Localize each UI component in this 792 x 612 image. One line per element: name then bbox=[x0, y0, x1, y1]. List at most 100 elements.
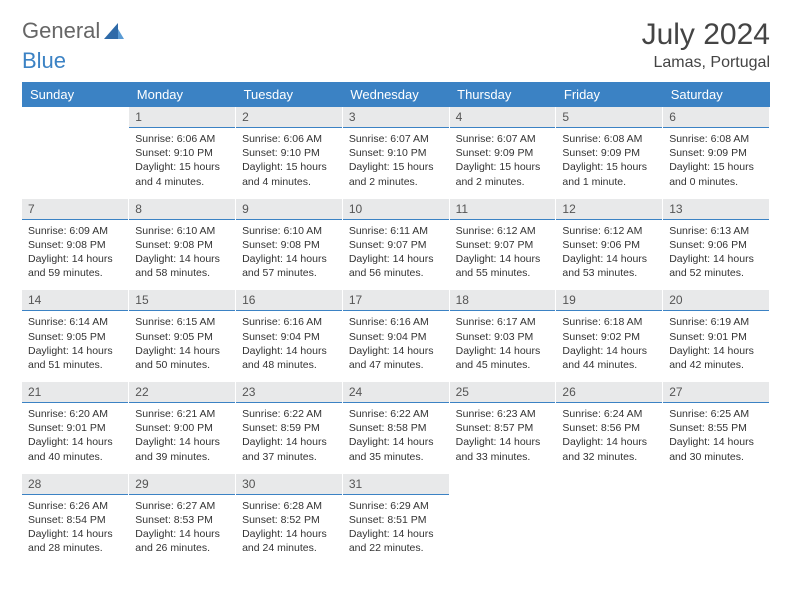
day-content: Sunrise: 6:12 AMSunset: 9:06 PMDaylight:… bbox=[556, 220, 662, 291]
daylight-line: Daylight: 15 hours and 2 minutes. bbox=[349, 160, 443, 188]
day-content: Sunrise: 6:29 AMSunset: 8:51 PMDaylight:… bbox=[343, 495, 449, 566]
day-number: 30 bbox=[236, 474, 342, 495]
day-number: 12 bbox=[556, 199, 662, 220]
calendar-cell: 1Sunrise: 6:06 AMSunset: 9:10 PMDaylight… bbox=[129, 107, 236, 199]
day-content: Sunrise: 6:14 AMSunset: 9:05 PMDaylight:… bbox=[22, 311, 128, 382]
weekday-header: Tuesday bbox=[236, 82, 343, 107]
calendar-cell: 29Sunrise: 6:27 AMSunset: 8:53 PMDayligh… bbox=[129, 474, 236, 566]
calendar-cell: 30Sunrise: 6:28 AMSunset: 8:52 PMDayligh… bbox=[236, 474, 343, 566]
calendar-cell: 25Sunrise: 6:23 AMSunset: 8:57 PMDayligh… bbox=[449, 382, 556, 474]
calendar-cell: 11Sunrise: 6:12 AMSunset: 9:07 PMDayligh… bbox=[449, 199, 556, 291]
day-content: Sunrise: 6:07 AMSunset: 9:09 PMDaylight:… bbox=[450, 128, 556, 199]
calendar-cell: 31Sunrise: 6:29 AMSunset: 8:51 PMDayligh… bbox=[342, 474, 449, 566]
sunrise-line: Sunrise: 6:08 AM bbox=[562, 132, 656, 146]
calendar-cell: 3 Sunrise: 6:07 AMSunset: 9:10 PMDaylight… bbox=[342, 107, 449, 199]
daylight-line: Daylight: 14 hours and 22 minutes. bbox=[349, 527, 443, 555]
daylight-line: Daylight: 14 hours and 44 minutes. bbox=[562, 344, 656, 372]
sunset-line: Sunset: 9:10 PM bbox=[349, 146, 443, 160]
calendar-cell: 24Sunrise: 6:22 AMSunset: 8:58 PMDayligh… bbox=[342, 382, 449, 474]
calendar-cell: 7Sunrise: 6:09 AMSunset: 9:08 PMDaylight… bbox=[22, 199, 129, 291]
page-title: July 2024 bbox=[642, 18, 770, 52]
day-number: 4 bbox=[450, 107, 556, 128]
sunset-line: Sunset: 8:53 PM bbox=[135, 513, 229, 527]
daylight-line: Daylight: 14 hours and 35 minutes. bbox=[349, 435, 443, 463]
day-content: Sunrise: 6:08 AMSunset: 9:09 PMDaylight:… bbox=[663, 128, 769, 199]
daylight-line: Daylight: 15 hours and 4 minutes. bbox=[135, 160, 229, 188]
day-content: Sunrise: 6:12 AMSunset: 9:07 PMDaylight:… bbox=[450, 220, 556, 291]
sunrise-line: Sunrise: 6:23 AM bbox=[456, 407, 550, 421]
calendar-cell: 10Sunrise: 6:11 AMSunset: 9:07 PMDayligh… bbox=[342, 199, 449, 291]
day-content: Sunrise: 6:26 AMSunset: 8:54 PMDaylight:… bbox=[22, 495, 128, 566]
sunset-line: Sunset: 8:52 PM bbox=[242, 513, 336, 527]
calendar-cell bbox=[22, 107, 129, 199]
daylight-line: Daylight: 14 hours and 58 minutes. bbox=[135, 252, 229, 280]
sunrise-line: Sunrise: 6:14 AM bbox=[28, 315, 122, 329]
sunrise-line: Sunrise: 6:22 AM bbox=[349, 407, 443, 421]
sunset-line: Sunset: 9:05 PM bbox=[28, 330, 122, 344]
calendar-cell: 26Sunrise: 6:24 AMSunset: 8:56 PMDayligh… bbox=[556, 382, 663, 474]
day-content: Sunrise: 6:16 AMSunset: 9:04 PMDaylight:… bbox=[236, 311, 342, 382]
sunrise-line: Sunrise: 6:10 AM bbox=[242, 224, 336, 238]
sunset-line: Sunset: 9:08 PM bbox=[242, 238, 336, 252]
sunrise-line: Sunrise: 6:07 AM bbox=[349, 132, 443, 146]
calendar-cell: 13Sunrise: 6:13 AMSunset: 9:06 PMDayligh… bbox=[663, 199, 770, 291]
calendar-cell: 19Sunrise: 6:18 AMSunset: 9:02 PMDayligh… bbox=[556, 290, 663, 382]
daylight-line: Daylight: 14 hours and 26 minutes. bbox=[135, 527, 229, 555]
day-content: Sunrise: 6:27 AMSunset: 8:53 PMDaylight:… bbox=[129, 495, 235, 566]
weekday-header: Wednesday bbox=[342, 82, 449, 107]
sunrise-line: Sunrise: 6:11 AM bbox=[349, 224, 443, 238]
daylight-line: Daylight: 15 hours and 2 minutes. bbox=[456, 160, 550, 188]
day-number: 3 bbox=[343, 107, 449, 128]
day-content: Sunrise: 6:10 AMSunset: 9:08 PMDaylight:… bbox=[129, 220, 235, 291]
sunrise-line: Sunrise: 6:28 AM bbox=[242, 499, 336, 513]
day-content: Sunrise: 6:22 AMSunset: 8:58 PMDaylight:… bbox=[343, 403, 449, 474]
sunset-line: Sunset: 8:55 PM bbox=[669, 421, 763, 435]
calendar-cell: 16Sunrise: 6:16 AMSunset: 9:04 PMDayligh… bbox=[236, 290, 343, 382]
sunset-line: Sunset: 8:56 PM bbox=[562, 421, 656, 435]
day-content: Sunrise: 6:22 AMSunset: 8:59 PMDaylight:… bbox=[236, 403, 342, 474]
day-content: Sunrise: 6:20 AMSunset: 9:01 PMDaylight:… bbox=[22, 403, 128, 474]
day-content: Sunrise: 6:19 AMSunset: 9:01 PMDaylight:… bbox=[663, 311, 769, 382]
calendar-row: 1Sunrise: 6:06 AMSunset: 9:10 PMDaylight… bbox=[22, 107, 770, 199]
daylight-line: Daylight: 14 hours and 57 minutes. bbox=[242, 252, 336, 280]
calendar-table: SundayMondayTuesdayWednesdayThursdayFrid… bbox=[22, 82, 770, 565]
sunset-line: Sunset: 9:07 PM bbox=[349, 238, 443, 252]
calendar-cell: 27Sunrise: 6:25 AMSunset: 8:55 PMDayligh… bbox=[663, 382, 770, 474]
day-content: Sunrise: 6:16 AMSunset: 9:04 PMDaylight:… bbox=[343, 311, 449, 382]
sunrise-line: Sunrise: 6:27 AM bbox=[135, 499, 229, 513]
brand-blue-wrap: Blue bbox=[22, 48, 770, 74]
calendar-cell: 2Sunrise: 6:06 AMSunset: 9:10 PMDaylight… bbox=[236, 107, 343, 199]
calendar-cell: 4Sunrise: 6:07 AMSunset: 9:09 PMDaylight… bbox=[449, 107, 556, 199]
day-content: Sunrise: 6:08 AMSunset: 9:09 PMDaylight:… bbox=[556, 128, 662, 199]
day-content: Sunrise: 6:06 AMSunset: 9:10 PMDaylight:… bbox=[236, 128, 342, 199]
day-content: Sunrise: 6:18 AMSunset: 9:02 PMDaylight:… bbox=[556, 311, 662, 382]
daylight-line: Daylight: 14 hours and 47 minutes. bbox=[349, 344, 443, 372]
day-number: 6 bbox=[663, 107, 769, 128]
day-number: 23 bbox=[236, 382, 342, 403]
sunset-line: Sunset: 9:02 PM bbox=[562, 330, 656, 344]
calendar-cell: 9Sunrise: 6:10 AMSunset: 9:08 PMDaylight… bbox=[236, 199, 343, 291]
daylight-line: Daylight: 14 hours and 24 minutes. bbox=[242, 527, 336, 555]
sunrise-line: Sunrise: 6:16 AM bbox=[349, 315, 443, 329]
day-number: 27 bbox=[663, 382, 769, 403]
daylight-line: Daylight: 14 hours and 30 minutes. bbox=[669, 435, 763, 463]
day-content: Sunrise: 6:11 AMSunset: 9:07 PMDaylight:… bbox=[343, 220, 449, 291]
brand-general: General bbox=[22, 18, 100, 44]
day-number: 17 bbox=[343, 290, 449, 311]
sunrise-line: Sunrise: 6:17 AM bbox=[456, 315, 550, 329]
day-content: Sunrise: 6:15 AMSunset: 9:05 PMDaylight:… bbox=[129, 311, 235, 382]
sunset-line: Sunset: 9:06 PM bbox=[562, 238, 656, 252]
day-number: 15 bbox=[129, 290, 235, 311]
daylight-line: Daylight: 14 hours and 37 minutes. bbox=[242, 435, 336, 463]
daylight-line: Daylight: 15 hours and 4 minutes. bbox=[242, 160, 336, 188]
day-content: Sunrise: 6:28 AMSunset: 8:52 PMDaylight:… bbox=[236, 495, 342, 566]
calendar-body: 1Sunrise: 6:06 AMSunset: 9:10 PMDaylight… bbox=[22, 107, 770, 565]
sunset-line: Sunset: 9:01 PM bbox=[28, 421, 122, 435]
day-number: 22 bbox=[129, 382, 235, 403]
daylight-line: Daylight: 14 hours and 28 minutes. bbox=[28, 527, 122, 555]
weekday-header: Thursday bbox=[449, 82, 556, 107]
sunset-line: Sunset: 9:09 PM bbox=[562, 146, 656, 160]
sunrise-line: Sunrise: 6:13 AM bbox=[669, 224, 763, 238]
day-number: 7 bbox=[22, 199, 128, 220]
sunrise-line: Sunrise: 6:16 AM bbox=[242, 315, 336, 329]
